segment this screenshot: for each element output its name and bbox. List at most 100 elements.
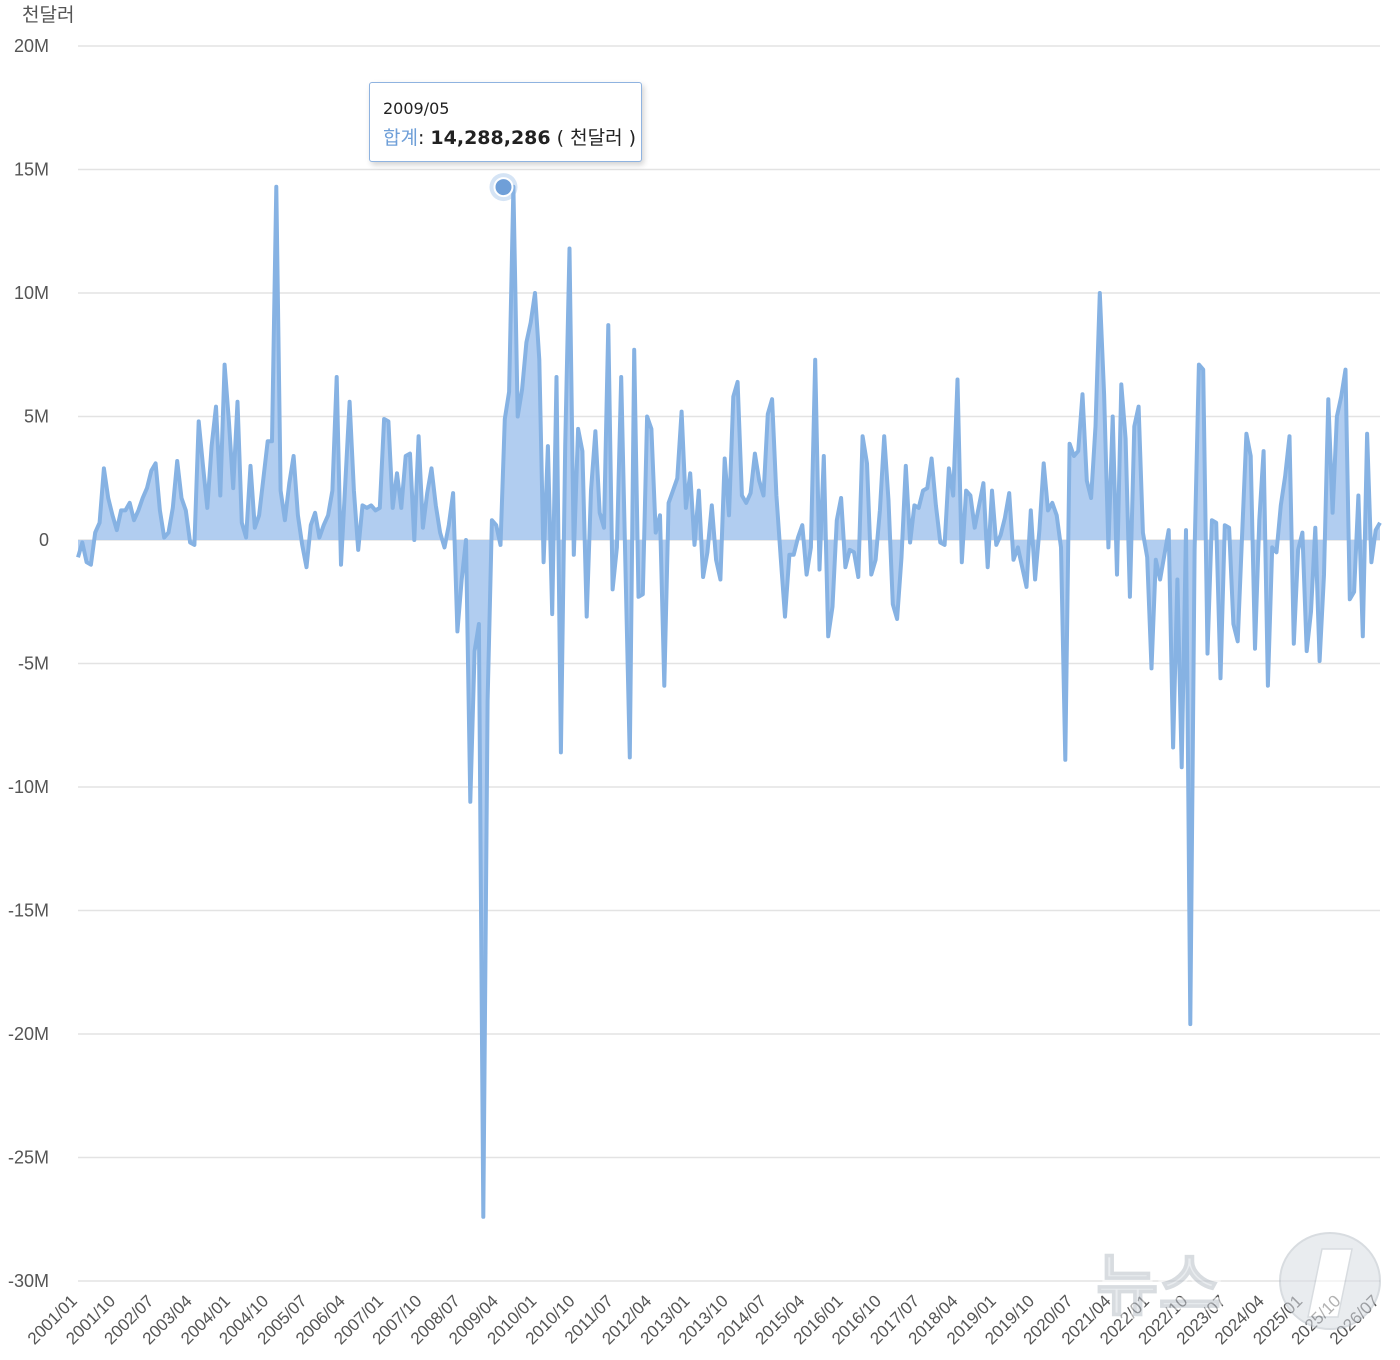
- data-point[interactable]: [494, 523, 498, 527]
- data-point[interactable]: [145, 486, 149, 490]
- data-point[interactable]: [1188, 1022, 1192, 1026]
- data-point[interactable]: [1102, 392, 1106, 396]
- data-point[interactable]: [787, 553, 791, 557]
- data-point[interactable]: [843, 565, 847, 569]
- data-point[interactable]: [628, 755, 632, 759]
- data-point[interactable]: [1236, 639, 1240, 643]
- data-point[interactable]: [1374, 528, 1378, 532]
- data-point[interactable]: [520, 387, 524, 391]
- data-point[interactable]: [882, 434, 886, 438]
- data-point[interactable]: [718, 578, 722, 582]
- data-point[interactable]: [339, 563, 343, 567]
- data-point[interactable]: [1378, 521, 1382, 525]
- data-point[interactable]: [667, 501, 671, 505]
- data-point[interactable]: [123, 508, 127, 512]
- data-point[interactable]: [1020, 565, 1024, 569]
- data-point[interactable]: [839, 496, 843, 500]
- data-point[interactable]: [701, 575, 705, 579]
- data-point[interactable]: [412, 538, 416, 542]
- data-point[interactable]: [749, 491, 753, 495]
- data-point[interactable]: [930, 457, 934, 461]
- data-point[interactable]: [447, 523, 451, 527]
- data-point[interactable]: [1288, 434, 1292, 438]
- data-point[interactable]: [831, 605, 835, 609]
- data-point[interactable]: [869, 573, 873, 577]
- data-point[interactable]: [1223, 523, 1227, 527]
- data-point[interactable]: [891, 602, 895, 606]
- data-point[interactable]: [999, 533, 1003, 537]
- data-point[interactable]: [835, 518, 839, 522]
- data-point[interactable]: [1025, 585, 1029, 589]
- data-point[interactable]: [671, 489, 675, 493]
- data-point[interactable]: [1175, 578, 1179, 582]
- data-point[interactable]: [80, 541, 84, 545]
- data-point[interactable]: [270, 439, 274, 443]
- data-point[interactable]: [244, 536, 248, 540]
- data-point[interactable]: [865, 461, 869, 465]
- data-point[interactable]: [128, 501, 132, 505]
- data-point[interactable]: [1309, 610, 1313, 614]
- data-point[interactable]: [637, 595, 641, 599]
- data-point[interactable]: [705, 550, 709, 554]
- data-point[interactable]: [443, 545, 447, 549]
- data-point[interactable]: [680, 410, 684, 414]
- data-point[interactable]: [1171, 746, 1175, 750]
- data-point[interactable]: [214, 405, 218, 409]
- data-point[interactable]: [1249, 454, 1253, 458]
- data-point[interactable]: [296, 513, 300, 517]
- data-point[interactable]: [1318, 659, 1322, 663]
- data-point[interactable]: [744, 501, 748, 505]
- data-point[interactable]: [611, 587, 615, 591]
- data-point[interactable]: [1257, 518, 1261, 522]
- data-point[interactable]: [378, 506, 382, 510]
- data-point[interactable]: [481, 1215, 485, 1219]
- data-point[interactable]: [1111, 415, 1115, 419]
- data-point[interactable]: [1240, 536, 1244, 540]
- data-point[interactable]: [460, 578, 464, 582]
- data-point[interactable]: [934, 503, 938, 507]
- data-point[interactable]: [649, 427, 653, 431]
- data-point[interactable]: [227, 419, 231, 423]
- data-point[interactable]: [1137, 405, 1141, 409]
- data-point[interactable]: [1313, 526, 1317, 530]
- data-point[interactable]: [848, 548, 852, 552]
- data-point[interactable]: [800, 523, 804, 527]
- data-point[interactable]: [434, 503, 438, 507]
- data-point[interactable]: [455, 629, 459, 633]
- data-point[interactable]: [537, 358, 541, 362]
- data-point[interactable]: [572, 553, 576, 557]
- data-point[interactable]: [175, 459, 179, 463]
- data-point[interactable]: [1089, 496, 1093, 500]
- data-point[interactable]: [956, 378, 960, 382]
- data-point[interactable]: [576, 427, 580, 431]
- data-point[interactable]: [826, 634, 830, 638]
- data-point[interactable]: [292, 454, 296, 458]
- data-point[interactable]: [951, 494, 955, 498]
- data-point[interactable]: [1012, 558, 1016, 562]
- data-point[interactable]: [986, 565, 990, 569]
- data-point[interactable]: [154, 461, 158, 465]
- data-point[interactable]: [430, 466, 434, 470]
- data-point[interactable]: [1162, 553, 1166, 557]
- data-point[interactable]: [1283, 474, 1287, 478]
- data-point[interactable]: [1365, 432, 1369, 436]
- data-point[interactable]: [279, 489, 283, 493]
- data-point[interactable]: [856, 575, 860, 579]
- data-point[interactable]: [818, 568, 822, 572]
- data-point[interactable]: [205, 506, 209, 510]
- data-point[interactable]: [287, 481, 291, 485]
- data-point[interactable]: [1193, 548, 1197, 552]
- data-point[interactable]: [675, 476, 679, 480]
- data-point[interactable]: [374, 508, 378, 512]
- data-point[interactable]: [473, 649, 477, 653]
- data-point[interactable]: [981, 481, 985, 485]
- data-point[interactable]: [1042, 461, 1046, 465]
- data-point[interactable]: [188, 541, 192, 545]
- data-point[interactable]: [218, 494, 222, 498]
- data-point[interactable]: [197, 419, 201, 423]
- data-point[interactable]: [580, 449, 584, 453]
- data-point[interactable]: [1072, 454, 1076, 458]
- data-point[interactable]: [1154, 558, 1158, 562]
- data-point[interactable]: [615, 545, 619, 549]
- data-point[interactable]: [192, 543, 196, 547]
